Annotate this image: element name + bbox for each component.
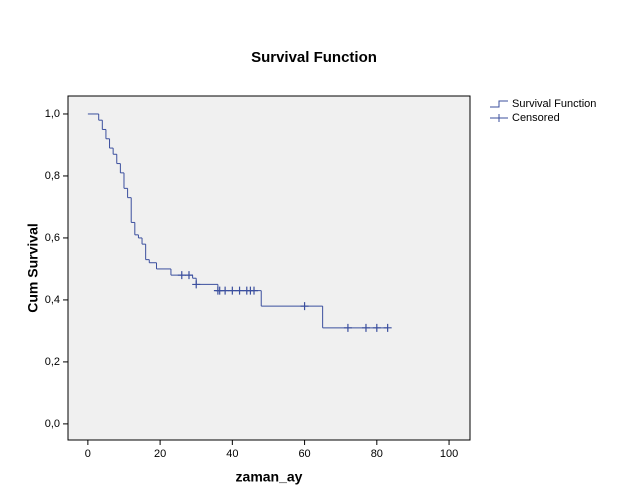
censor-mark xyxy=(177,271,186,280)
y-tick-label: 0,8 xyxy=(45,170,60,182)
legend-swatch xyxy=(490,114,508,122)
censor-mark xyxy=(228,286,237,295)
x-tick-label: 0 xyxy=(85,448,91,460)
y-tick-label: 0,6 xyxy=(45,232,60,244)
legend-swatch xyxy=(490,100,508,108)
plot-area xyxy=(67,95,471,441)
y-tick-label: 0,2 xyxy=(45,356,60,368)
censor-mark xyxy=(192,280,201,289)
y-axis-title: Cum Survival xyxy=(25,223,41,312)
censor-mark xyxy=(383,323,392,332)
legend-label: Censored xyxy=(512,112,560,124)
x-tick-label: 100 xyxy=(440,448,458,460)
y-tick-label: 1,0 xyxy=(45,108,60,120)
censor-mark xyxy=(343,323,352,332)
x-tick-label: 80 xyxy=(371,448,383,460)
x-tick-label: 60 xyxy=(298,448,310,460)
x-tick-label: 20 xyxy=(154,448,166,460)
censor-mark xyxy=(221,286,230,295)
censor-mark xyxy=(372,323,381,332)
censor-mark xyxy=(361,323,370,332)
censor-mark xyxy=(250,286,259,295)
legend-label: Survival Function xyxy=(512,98,596,110)
y-tick-label: 0,4 xyxy=(45,294,60,306)
chart-title: Survival Function xyxy=(251,49,377,66)
censor-mark xyxy=(235,286,244,295)
censor-mark xyxy=(184,271,193,280)
x-tick-label: 40 xyxy=(226,448,238,460)
censor-mark xyxy=(300,302,309,311)
y-tick-label: 0,0 xyxy=(45,418,60,430)
x-axis-title: zaman_ay xyxy=(236,469,303,485)
